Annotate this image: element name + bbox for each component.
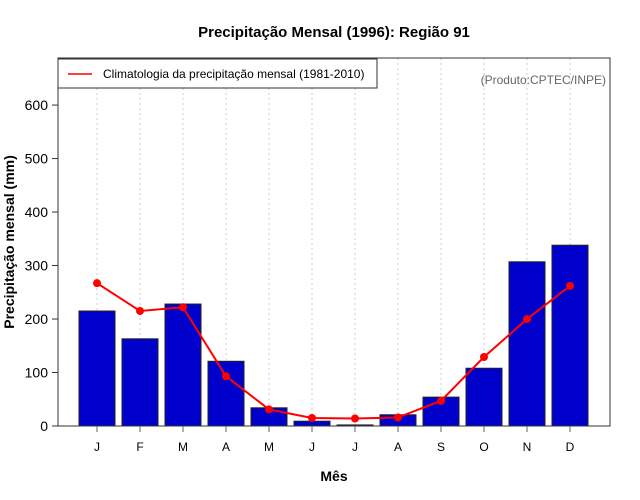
climatology-point bbox=[480, 353, 488, 361]
climatology-point bbox=[394, 413, 402, 422]
x-tick-label: O bbox=[479, 440, 488, 454]
x-tick-label: S bbox=[437, 440, 445, 454]
x-tick-label: N bbox=[523, 440, 532, 454]
bar bbox=[207, 360, 245, 427]
x-tick-label: A bbox=[222, 440, 230, 454]
climatology-point bbox=[265, 405, 273, 414]
y-tick-label: 500 bbox=[25, 151, 49, 167]
climatology-point bbox=[351, 414, 359, 423]
climatology-point bbox=[523, 315, 531, 324]
x-axis-label: Mês bbox=[320, 468, 347, 484]
climatology-point bbox=[308, 413, 316, 422]
product-annotation: (Produto:CPTEC/INPE) bbox=[481, 73, 606, 87]
climatology-point bbox=[136, 307, 144, 315]
x-tick-label: A bbox=[394, 440, 402, 454]
y-axis-label: Precipitação mensal (mm) bbox=[1, 155, 17, 329]
x-tick-label: M bbox=[178, 440, 188, 454]
x-tick-label: F bbox=[136, 440, 143, 454]
climatology-point bbox=[566, 281, 574, 290]
legend: Climatologia da precipitação mensal (198… bbox=[57, 58, 378, 89]
bar bbox=[551, 244, 589, 427]
y-tick-label: 200 bbox=[25, 311, 49, 327]
bar bbox=[121, 338, 159, 427]
bar bbox=[78, 310, 116, 427]
y-tick-label: 300 bbox=[25, 258, 49, 274]
x-tick-label: J bbox=[352, 440, 358, 454]
x-tick-label: J bbox=[309, 440, 315, 454]
y-tick-label: 600 bbox=[25, 97, 49, 113]
chart-title: Precipitação Mensal (1996): Região 91 bbox=[198, 24, 470, 41]
y-tick-label: 400 bbox=[25, 204, 49, 220]
climatology-line bbox=[96, 282, 571, 420]
climatology-point bbox=[179, 303, 187, 312]
y-tick-label: 100 bbox=[25, 365, 49, 381]
climatology-point bbox=[222, 372, 230, 381]
climatology-point bbox=[437, 396, 445, 405]
plot-border bbox=[57, 57, 611, 427]
climatology-point bbox=[93, 279, 101, 288]
legend-box bbox=[57, 58, 378, 89]
y-tick-label: 0 bbox=[40, 418, 48, 434]
bar bbox=[508, 261, 546, 427]
bar bbox=[465, 367, 503, 427]
x-tick-label: J bbox=[94, 440, 100, 454]
x-tick-label: D bbox=[566, 440, 575, 454]
legend-label: Climatologia da precipitação mensal (198… bbox=[103, 67, 364, 81]
x-tick-label: M bbox=[264, 440, 274, 454]
bar bbox=[164, 303, 202, 427]
